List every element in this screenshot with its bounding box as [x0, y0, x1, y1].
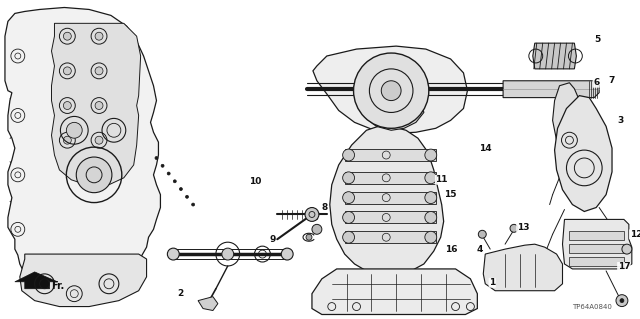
- Polygon shape: [313, 46, 467, 133]
- Text: 9: 9: [269, 235, 276, 244]
- Polygon shape: [344, 172, 436, 184]
- Polygon shape: [312, 269, 477, 315]
- Circle shape: [95, 32, 103, 40]
- Circle shape: [425, 149, 436, 161]
- Text: 4: 4: [476, 245, 483, 254]
- Circle shape: [622, 244, 632, 254]
- Circle shape: [168, 248, 179, 260]
- Polygon shape: [344, 149, 436, 161]
- Circle shape: [167, 172, 170, 175]
- Text: 15: 15: [444, 190, 457, 199]
- Text: 3: 3: [618, 116, 624, 125]
- Polygon shape: [5, 7, 161, 294]
- Polygon shape: [570, 231, 624, 240]
- Text: 12: 12: [630, 230, 640, 239]
- Text: 14: 14: [479, 144, 492, 152]
- Circle shape: [63, 101, 71, 109]
- Text: 2: 2: [177, 289, 184, 298]
- Circle shape: [161, 164, 164, 167]
- Polygon shape: [344, 192, 436, 204]
- Circle shape: [76, 157, 112, 193]
- Text: 7: 7: [609, 76, 615, 85]
- Text: Fr.: Fr.: [51, 281, 65, 291]
- Polygon shape: [503, 81, 599, 98]
- Circle shape: [306, 234, 312, 240]
- Circle shape: [95, 67, 103, 75]
- Text: 5: 5: [594, 35, 600, 44]
- Circle shape: [63, 136, 71, 144]
- Circle shape: [342, 172, 355, 184]
- Polygon shape: [198, 297, 218, 310]
- Circle shape: [222, 248, 234, 260]
- Circle shape: [342, 192, 355, 204]
- Circle shape: [425, 192, 436, 204]
- Polygon shape: [552, 83, 584, 165]
- Text: 8: 8: [322, 203, 328, 212]
- Circle shape: [173, 180, 176, 183]
- Polygon shape: [358, 91, 424, 130]
- Polygon shape: [532, 43, 577, 69]
- Circle shape: [510, 224, 518, 232]
- Text: 13: 13: [516, 223, 529, 232]
- Circle shape: [191, 203, 195, 206]
- Circle shape: [425, 172, 436, 184]
- Polygon shape: [570, 257, 624, 266]
- Text: 1: 1: [489, 278, 495, 287]
- Circle shape: [155, 157, 158, 160]
- Circle shape: [342, 211, 355, 223]
- Polygon shape: [563, 219, 632, 269]
- Circle shape: [63, 67, 71, 75]
- Circle shape: [186, 195, 189, 198]
- Polygon shape: [344, 231, 436, 243]
- Polygon shape: [15, 272, 58, 289]
- Polygon shape: [330, 126, 444, 274]
- Polygon shape: [344, 211, 436, 223]
- Circle shape: [95, 101, 103, 109]
- Circle shape: [305, 208, 319, 221]
- Polygon shape: [570, 244, 624, 253]
- Text: 17: 17: [618, 263, 630, 271]
- Circle shape: [312, 224, 322, 234]
- Circle shape: [95, 136, 103, 144]
- Circle shape: [353, 53, 429, 128]
- Circle shape: [620, 299, 624, 303]
- Circle shape: [179, 188, 182, 190]
- Circle shape: [425, 231, 436, 243]
- Circle shape: [281, 248, 293, 260]
- Polygon shape: [483, 244, 563, 291]
- Polygon shape: [555, 96, 612, 211]
- Text: 10: 10: [250, 177, 262, 186]
- Text: TP64A0840: TP64A0840: [572, 304, 612, 309]
- Circle shape: [425, 211, 436, 223]
- Circle shape: [381, 81, 401, 100]
- Text: 16: 16: [445, 245, 458, 254]
- Polygon shape: [20, 254, 147, 307]
- Circle shape: [342, 231, 355, 243]
- Circle shape: [478, 230, 486, 238]
- Circle shape: [63, 32, 71, 40]
- Polygon shape: [51, 23, 141, 186]
- Text: 11: 11: [435, 175, 448, 184]
- Circle shape: [67, 122, 82, 138]
- Text: 6: 6: [593, 78, 599, 87]
- Circle shape: [616, 295, 628, 307]
- Circle shape: [342, 149, 355, 161]
